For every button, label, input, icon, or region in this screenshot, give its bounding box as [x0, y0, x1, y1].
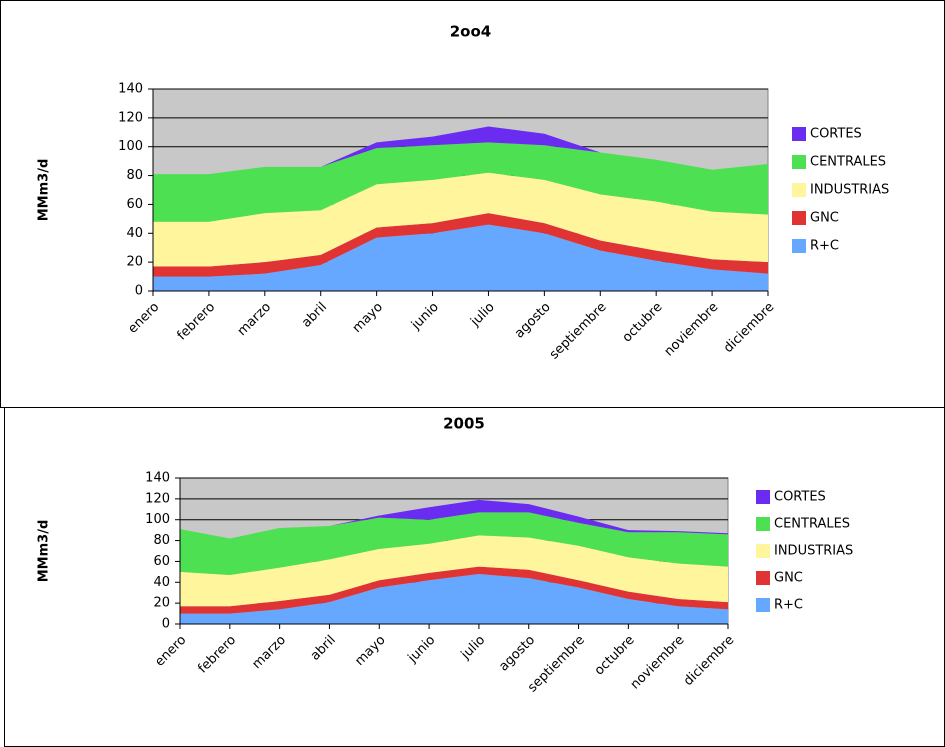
area: [153, 224, 768, 291]
x-tick-label: octubre: [620, 300, 666, 346]
x-tick-label: abril: [308, 633, 339, 664]
legend-label: R+C: [774, 598, 803, 613]
x-tick-label: febrero: [195, 633, 239, 677]
legend-label: INDUSTRIAS: [774, 544, 853, 559]
legend-swatch: [756, 598, 770, 612]
y-tick-label: 100: [145, 512, 170, 527]
legend-swatch: [792, 155, 806, 169]
y-tick-label: 0: [135, 284, 143, 299]
x-tick-label: agosto: [512, 300, 554, 342]
area: [153, 172, 768, 267]
y-tick-label: 20: [126, 255, 143, 270]
x-tick-label: marzo: [235, 300, 274, 339]
legend-swatch: [756, 490, 770, 504]
y-tick-label: 40: [153, 575, 170, 590]
x-tick-label: noviembre: [662, 300, 722, 360]
x-tick-label: julio: [458, 633, 488, 663]
area: [180, 566, 728, 614]
legend-label: CORTES: [810, 127, 862, 142]
legend-swatch: [792, 239, 806, 253]
y-tick-label: 80: [126, 168, 143, 183]
x-tick-label: noviembre: [628, 633, 688, 693]
area: [153, 126, 768, 175]
area: [180, 535, 728, 607]
x-tick-label: enero: [125, 300, 162, 337]
y-tick-label: 60: [153, 554, 170, 569]
chart-title: 2oo4: [450, 23, 491, 41]
x-tick-label: febrero: [174, 300, 218, 344]
y-tick-label: 100: [118, 139, 143, 154]
area: [153, 213, 768, 277]
legend-label: GNC: [774, 571, 803, 586]
x-tick-label: enero: [152, 633, 189, 670]
x-tick-label: agosto: [496, 633, 538, 675]
y-tick-label: 40: [126, 226, 143, 241]
y-tick-label: 140: [118, 82, 143, 97]
x-tick-label: diciembre: [681, 633, 737, 689]
y-tick-label: 60: [126, 197, 143, 212]
x-tick-label: marzo: [250, 633, 289, 672]
y-axis-label: MMm3/d: [37, 159, 52, 222]
y-axis-label: MMm3/d: [37, 520, 52, 583]
y-tick-label: 120: [118, 110, 143, 125]
x-tick-label: julio: [467, 300, 497, 330]
y-tick-label: 0: [162, 617, 170, 632]
area: [153, 142, 768, 222]
legend-label: CENTRALES: [810, 155, 886, 170]
legend-label: CORTES: [774, 490, 826, 505]
x-tick-label: octubre: [592, 633, 638, 679]
legend-swatch: [792, 127, 806, 141]
area: [180, 512, 728, 575]
x-tick-label: abril: [299, 300, 330, 331]
area: [180, 499, 728, 539]
legend-label: GNC: [810, 211, 839, 226]
chart-title: 2005: [443, 415, 485, 433]
x-tick-label: septiembre: [547, 300, 610, 363]
y-tick-label: 120: [145, 491, 170, 506]
y-tick-label: 20: [153, 596, 170, 611]
legend-label: CENTRALES: [774, 517, 850, 532]
legend-swatch: [792, 211, 806, 225]
x-tick-label: junio: [405, 633, 439, 667]
legend-swatch: [756, 571, 770, 585]
legend-swatch: [756, 517, 770, 531]
x-tick-label: junio: [408, 300, 442, 334]
x-tick-label: diciembre: [721, 300, 777, 356]
y-tick-label: 80: [153, 533, 170, 548]
legend-swatch: [756, 544, 770, 558]
legend-label: R+C: [810, 239, 839, 254]
legend-swatch: [792, 183, 806, 197]
x-tick-label: mayo: [352, 633, 388, 669]
area: [180, 573, 728, 624]
x-tick-label: mayo: [350, 300, 386, 336]
legend-label: INDUSTRIAS: [810, 183, 889, 198]
y-tick-label: 140: [145, 471, 170, 486]
